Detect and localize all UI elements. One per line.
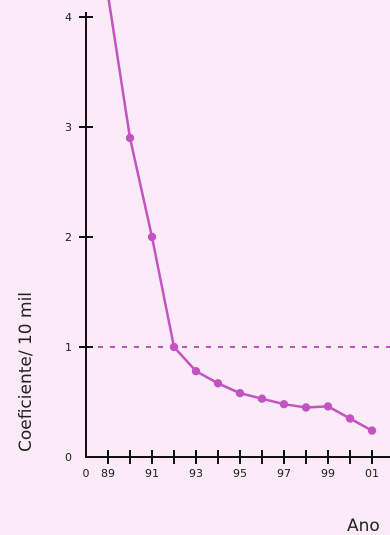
y-tick-label: 3 [65,121,72,134]
x-tick-label: 93 [189,467,203,480]
data-point [323,402,333,411]
series-line [107,0,373,432]
x-tick-label: 0 [83,467,90,480]
x-tick-label: 91 [145,467,159,480]
data-point [279,400,289,409]
y-tick-label: 0 [65,451,72,464]
data-point [191,367,201,376]
x-tick-label: 97 [277,467,291,480]
y-tick-label: 2 [65,231,72,244]
data-point [169,342,179,352]
data-point [213,379,223,388]
data-point [257,394,267,403]
y-tick-label: 4 [65,11,72,24]
data-point [301,403,311,412]
data-point [147,232,157,242]
x-tick-label: 01 [365,467,379,480]
y-tick-label: 1 [65,341,72,354]
y-axis-title: Coeficiente/ 10 mil [16,292,36,452]
data-point [125,133,135,143]
x-tick-label: 95 [233,467,247,480]
x-tick-label: 99 [321,467,335,480]
x-tick-label: 89 [101,467,115,480]
data-point [235,389,245,398]
data-point [367,426,377,435]
x-axis-title: Ano [347,516,380,535]
data-point [345,414,355,423]
